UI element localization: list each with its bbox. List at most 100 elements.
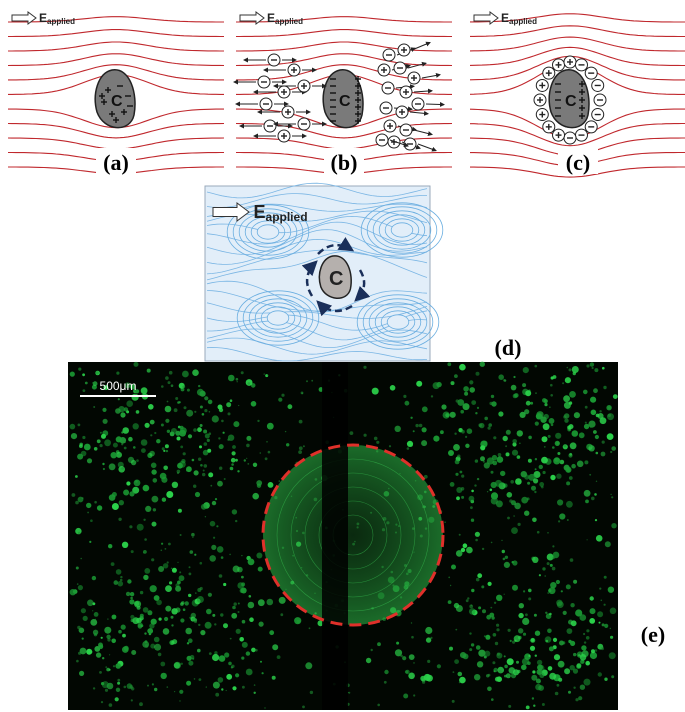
- cell: [231, 463, 234, 466]
- field-symbol: E: [267, 11, 275, 25]
- cell: [522, 383, 526, 387]
- cell: [496, 676, 502, 682]
- field-line: [470, 26, 685, 37]
- cell: [165, 444, 169, 448]
- cell: [228, 375, 235, 382]
- cell: [311, 380, 313, 382]
- vortex: [391, 223, 413, 237]
- cell: [209, 432, 212, 435]
- cell: [95, 619, 96, 620]
- cell: [204, 409, 207, 412]
- cell: [542, 420, 545, 423]
- cell: [559, 513, 565, 519]
- cell: [103, 468, 105, 470]
- cell: [403, 694, 408, 699]
- cell: [133, 446, 136, 449]
- cell: [264, 707, 265, 708]
- cell: [257, 484, 261, 488]
- cell: [244, 459, 246, 461]
- cell: [493, 668, 497, 672]
- cell: [444, 521, 446, 523]
- cell: [171, 616, 174, 619]
- cell: [247, 382, 250, 385]
- cell: [549, 646, 554, 651]
- particle-label: C: [329, 268, 343, 290]
- cell: [217, 546, 224, 553]
- cell: [195, 592, 197, 594]
- cell: [513, 515, 515, 517]
- cell: [585, 406, 588, 409]
- cell: [232, 445, 236, 449]
- cell: [103, 419, 108, 424]
- cell: [203, 430, 207, 434]
- cell: [583, 633, 585, 635]
- cell: [249, 595, 252, 598]
- cell: [116, 372, 119, 375]
- cell: [188, 434, 192, 438]
- cell: [526, 401, 531, 406]
- cell: [409, 654, 415, 660]
- cell: [165, 585, 172, 592]
- cell: [487, 687, 492, 692]
- cell: [108, 544, 112, 548]
- cell: [564, 668, 570, 674]
- field-symbol: E: [254, 202, 266, 222]
- cell: [593, 430, 597, 434]
- cell: [153, 508, 156, 511]
- cell: [469, 608, 476, 615]
- cell: [195, 492, 200, 497]
- cell: [512, 439, 517, 444]
- cell: [140, 591, 143, 594]
- cell: [179, 571, 181, 573]
- cell: [584, 460, 588, 464]
- cell: [251, 401, 257, 407]
- cell: [572, 430, 579, 437]
- cell: [534, 614, 537, 617]
- cell: [264, 373, 265, 374]
- cell: [143, 607, 149, 613]
- flow-arrow: [412, 43, 430, 51]
- cell: [241, 582, 245, 586]
- cell: [537, 531, 540, 534]
- cell: [213, 682, 220, 689]
- cell: [544, 403, 547, 406]
- cell: [232, 509, 237, 514]
- cell: [451, 565, 456, 570]
- cell: [453, 444, 460, 451]
- cell: [395, 426, 401, 432]
- cell: [109, 463, 116, 470]
- cell: [94, 447, 98, 451]
- cell: [204, 442, 208, 446]
- cell: [566, 584, 571, 589]
- cell: [288, 404, 293, 409]
- cell: [484, 635, 486, 637]
- cell: [279, 597, 286, 604]
- cell: [163, 466, 168, 471]
- cell: [517, 430, 523, 436]
- cell: [422, 681, 425, 684]
- cell: [543, 423, 550, 430]
- cell: [605, 541, 611, 547]
- cell: [590, 362, 594, 366]
- cell: [497, 456, 504, 463]
- cell: [474, 674, 480, 680]
- cell: [519, 443, 521, 445]
- cell: [610, 628, 611, 629]
- cell: [535, 468, 537, 470]
- cell: [476, 372, 480, 376]
- cell: [175, 397, 178, 400]
- cell: [585, 422, 587, 424]
- cell: [193, 428, 197, 432]
- cell: [94, 612, 99, 617]
- scale-bar-label: 500μm: [100, 379, 137, 393]
- cell: [562, 641, 565, 644]
- cell: [237, 470, 239, 472]
- cell: [556, 474, 561, 479]
- panel-label: (e): [641, 622, 665, 647]
- cell: [403, 395, 406, 398]
- cell: [527, 497, 530, 500]
- cell: [481, 585, 484, 588]
- cell: [567, 367, 569, 369]
- cell: [431, 395, 433, 397]
- cell: [249, 617, 254, 622]
